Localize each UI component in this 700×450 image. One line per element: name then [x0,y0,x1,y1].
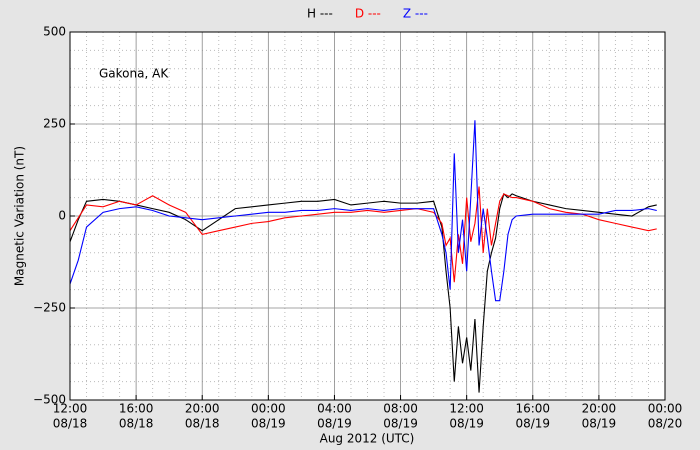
x-tick-label: 08/19 [251,417,286,431]
x-tick-label: 20:00 [185,402,220,416]
x-tick-label: 12:00 [449,402,484,416]
series-line [69,186,657,283]
x-tick-label: 08/20 [648,417,683,431]
x-tick-label: 08/18 [119,417,154,431]
x-tick-label: 08/19 [383,417,418,431]
y-tick-label: −500 [33,393,66,407]
x-tick-label: 16:00 [515,402,550,416]
legend-entry: Z --- [403,7,428,21]
legend-entry: D --- [355,7,381,21]
x-tick-label: 00:00 [648,402,683,416]
plot-frame [69,31,666,401]
x-tick-label: 08/18 [185,417,220,431]
annotation: Gakona, AK [99,67,169,81]
x-tick-label: 08:00 [383,402,418,416]
x-tick-label: 08/19 [449,417,484,431]
x-tick-label: 04:00 [317,402,352,416]
x-tick-label: 20:00 [582,402,617,416]
y-tick-label: 250 [43,117,66,131]
x-tick-label: 08/18 [53,417,88,431]
x-tick-label: 12:00 [53,402,88,416]
y-tick-label: −250 [33,301,66,315]
x-tick-label: 00:00 [251,402,286,416]
y-tick-label: 500 [43,25,66,39]
legend-entry: H --- [307,7,333,21]
x-axis-label: Aug 2012 (UTC) [320,432,415,446]
y-axis-label: Magnetic Variation (nT) [13,146,27,286]
x-tick-label: 08/19 [515,417,550,431]
x-tick-label: 16:00 [119,402,154,416]
lines [69,120,657,393]
x-tick-label: 08/19 [317,417,352,431]
series-line [69,192,657,393]
y-tick-label: 0 [58,209,66,223]
series-line [69,120,657,302]
x-tick-label: 08/19 [582,417,617,431]
legend: H --- D --- Z --- [307,7,428,21]
